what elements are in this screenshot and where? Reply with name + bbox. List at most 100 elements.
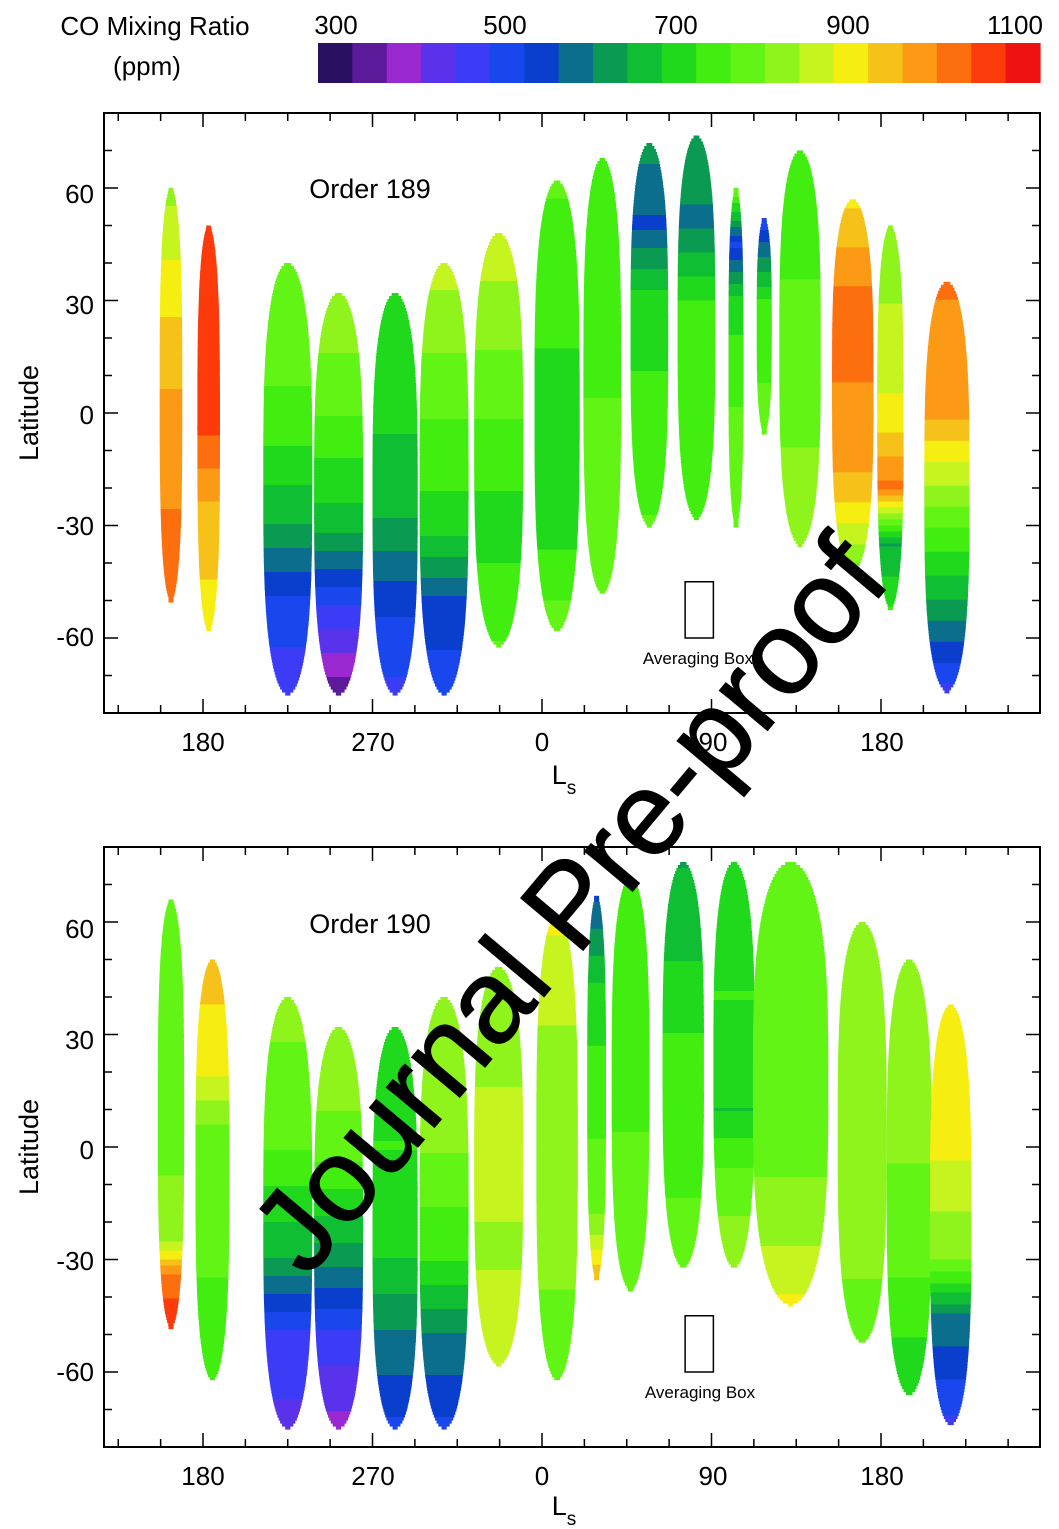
swath-cell <box>476 1042 521 1046</box>
swath-cell <box>428 659 460 663</box>
swath-cell <box>195 1085 229 1090</box>
swath-cell <box>755 967 826 971</box>
swath-cell <box>587 1096 606 1101</box>
swath-cell <box>753 1003 828 1007</box>
swath-cell <box>474 1165 524 1169</box>
swath-cell <box>730 491 742 495</box>
swath-cell <box>583 374 622 378</box>
x-tick-label: 180 <box>860 727 903 757</box>
swath-cell <box>195 1205 230 1210</box>
swath-cell <box>160 479 182 483</box>
swath-cell <box>752 1075 829 1079</box>
swath-cell <box>638 164 661 168</box>
swath-cell <box>593 173 612 177</box>
swath-cell <box>372 557 418 561</box>
swath-cell <box>667 1216 700 1220</box>
swath-cell <box>536 1151 578 1156</box>
swath-cell <box>731 209 741 213</box>
swath-cell <box>753 1036 829 1040</box>
swath-cell <box>587 1165 606 1170</box>
swath-cell <box>718 1219 750 1223</box>
swath-cell <box>884 594 897 599</box>
swath-cell <box>715 949 754 953</box>
swath-cell <box>673 877 694 881</box>
swath-cell <box>197 1298 228 1303</box>
swath-cell <box>372 1231 418 1235</box>
swath-cell <box>372 503 418 507</box>
swath-cell <box>728 380 744 384</box>
swath-cell <box>631 422 668 426</box>
swath-cell <box>729 236 743 240</box>
swath-cell <box>203 980 222 985</box>
swath-cell <box>756 353 772 357</box>
swath-cell <box>430 1018 458 1022</box>
swath-cell <box>837 1087 887 1091</box>
swath-cell <box>372 497 418 501</box>
swath-cell <box>539 1307 575 1312</box>
swath-cell <box>314 470 363 474</box>
swath-cell <box>263 518 313 522</box>
swath-cell <box>476 1282 521 1286</box>
swath-cell <box>197 525 220 530</box>
swath-cell <box>591 913 602 918</box>
swath-cell <box>536 1133 578 1138</box>
swath-cell <box>583 461 621 465</box>
swath-cell <box>854 1333 871 1337</box>
swath-cell <box>833 490 872 494</box>
swath-cell <box>837 1120 887 1124</box>
swath-cell <box>264 1300 312 1304</box>
swath-cell <box>373 1147 418 1151</box>
swath-cell <box>160 953 182 958</box>
swath-cell <box>713 994 755 998</box>
swath-cell <box>422 344 466 348</box>
swath-cell <box>716 1195 752 1199</box>
swath-cell <box>935 296 958 301</box>
swath-cell <box>540 1310 574 1315</box>
swath-cell <box>758 242 770 246</box>
swath-cell <box>265 356 311 360</box>
swath-cell <box>755 1195 826 1199</box>
swath-cell <box>924 542 970 547</box>
swath-cell <box>752 1072 829 1076</box>
swath-cell <box>372 1249 418 1253</box>
swath-cell <box>612 991 649 995</box>
swath-cell <box>938 1397 963 1402</box>
swath-cell <box>877 387 904 392</box>
swath-cell <box>534 372 580 377</box>
swath-cell <box>879 288 902 293</box>
swath-cell <box>890 1025 929 1030</box>
swath-cell <box>837 1135 887 1139</box>
swath-cell <box>590 928 604 933</box>
swath-cell <box>680 453 713 458</box>
swath-cell <box>756 1213 825 1217</box>
swath-cell <box>372 506 418 510</box>
swath-cell <box>541 1328 573 1333</box>
swath-cell <box>886 1145 932 1150</box>
swath-cell <box>832 355 874 359</box>
swath-cell <box>756 317 772 321</box>
swath-cell <box>780 435 820 440</box>
swath-cell <box>263 413 312 417</box>
swath-cell <box>779 369 821 374</box>
swath-cell <box>314 482 364 486</box>
swath-cell <box>728 305 744 309</box>
swath-cell <box>542 594 572 599</box>
swath-cell <box>842 1279 883 1283</box>
swath-cell <box>756 278 772 282</box>
swath-cell <box>781 456 819 461</box>
swath-cell <box>930 1310 971 1315</box>
swath-cell <box>376 1369 414 1373</box>
swath-cell <box>837 526 869 530</box>
swath-cell <box>930 1250 972 1255</box>
swath-cell <box>847 202 859 206</box>
swath-cell <box>930 1151 972 1156</box>
swath-cell <box>779 381 821 386</box>
swath-cell <box>732 200 740 204</box>
swath-cell <box>375 617 415 621</box>
swath-cell <box>841 1267 884 1271</box>
swath-cell <box>534 414 580 419</box>
swath-cell <box>753 1126 829 1130</box>
swath-cell <box>195 1166 230 1171</box>
swath-cell <box>877 459 904 464</box>
swath-cell <box>538 243 576 248</box>
